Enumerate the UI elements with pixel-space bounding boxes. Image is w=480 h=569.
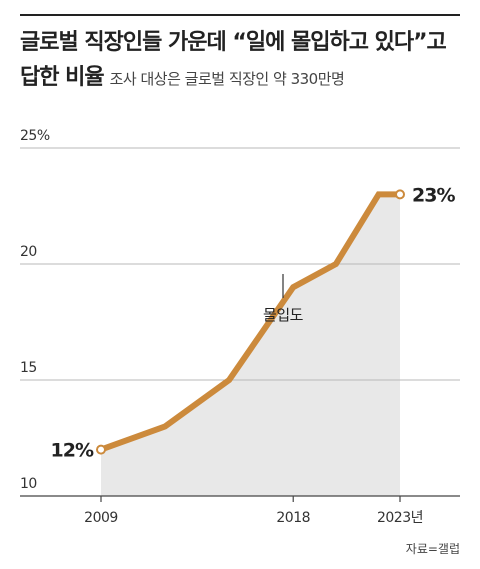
x-tick-label: 2018 [276,510,310,526]
x-tick-label: 2009 [84,510,118,526]
chart-subtitle: 조사 대상은 글로벌 직장인 약 330만명 [109,70,345,88]
chart-title-line2: 답한 비율 조사 대상은 글로벌 직장인 약 330만명 [20,64,345,93]
end-value-label: 23% [412,184,455,206]
y-tick-label: 15 [20,360,37,376]
chart-title-continued: 답한 비율 [20,65,105,90]
start-value-label: 12% [51,440,94,462]
data-point-2009 [96,444,106,455]
source-note: 자료=갤럽 [405,542,460,556]
series-annotation-label: 몰입도 [263,306,304,324]
y-tick-label: 20 [20,244,37,260]
y-tick-label: 25% [20,128,50,144]
top-rule [20,14,460,16]
chart-title: 글로벌 직장인들 가운데 “일에 몰입하고 있다”고 [20,30,447,55]
x-tick-label: 2023년 [377,510,423,526]
y-tick-label: 10 [20,476,37,492]
series-line-몰입도 [99,191,400,453]
data-point-2023 [395,189,405,200]
